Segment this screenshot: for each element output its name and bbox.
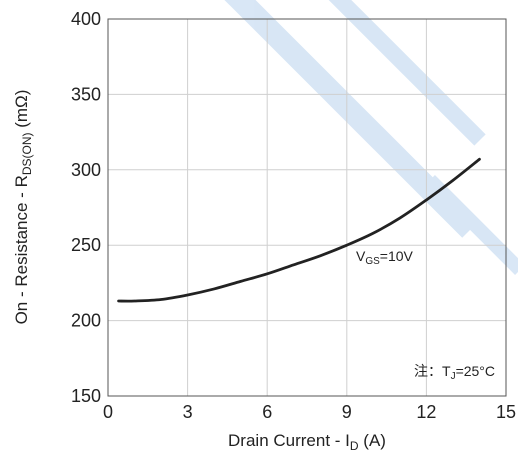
x-tick-label: 9 [342, 402, 352, 422]
y-axis-label-sub: DS(ON) [20, 132, 34, 175]
x-axis-label: Drain Current - ID (A) [228, 431, 386, 453]
y-tick-label: 350 [71, 84, 101, 104]
x-axis-label-unit: (A) [359, 431, 386, 450]
tj-annotation: 注：TJ=25°C [414, 363, 495, 382]
watermark [224, 0, 518, 275]
y-tick-label: 300 [71, 160, 101, 180]
vgs-annotation-value: =10V [380, 248, 414, 264]
y-tick-labels: 150 200 250 300 350 400 [71, 9, 101, 406]
y-tick-label: 250 [71, 235, 101, 255]
x-tick-label: 6 [262, 402, 272, 422]
x-tick-label: 3 [183, 402, 193, 422]
y-axis-label: On - Resistance - RDS(ON) (mΩ) [12, 90, 34, 325]
x-tick-label: 12 [416, 402, 436, 422]
tj-annotation-value: =25°C [456, 363, 495, 379]
y-tick-label: 200 [71, 311, 101, 331]
series-line [117, 157, 481, 303]
tj-annotation-note: 注： [414, 364, 442, 380]
x-tick-label: 15 [496, 402, 516, 422]
plot-frame [107, 18, 507, 397]
vgs-annotation: VGS=10V [356, 248, 414, 267]
y-tick-label: 150 [71, 386, 101, 406]
grid [108, 19, 506, 396]
x-tick-label: 0 [103, 402, 113, 422]
y-tick-label: 400 [71, 9, 101, 29]
x-tick-labels: 0 3 6 9 12 15 [103, 402, 516, 422]
tj-annotation-sub: J [451, 371, 456, 382]
watermark-stroke-3 [425, 175, 518, 275]
watermark-stroke-1 [224, 0, 478, 238]
y-axis-label-unit: (mΩ) [12, 90, 31, 133]
watermark-stroke-2 [328, 0, 486, 146]
vgs-annotation-sub: GS [365, 256, 380, 267]
x-axis-label-sub: D [350, 439, 359, 453]
